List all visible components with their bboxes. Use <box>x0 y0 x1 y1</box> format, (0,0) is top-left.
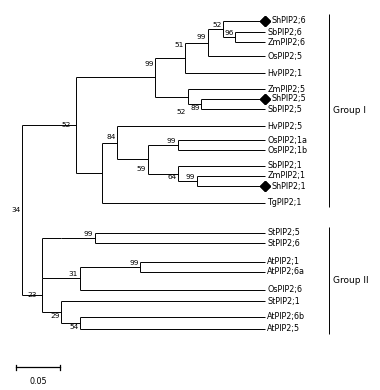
Text: TgPIP2;1: TgPIP2;1 <box>267 198 301 207</box>
Text: 23: 23 <box>27 292 36 298</box>
Text: SbPIP2;1: SbPIP2;1 <box>267 161 302 170</box>
Text: SbPIP2;5: SbPIP2;5 <box>267 105 302 113</box>
Text: 64: 64 <box>167 174 176 181</box>
Text: 52: 52 <box>212 22 222 28</box>
Text: 29: 29 <box>50 313 59 319</box>
Text: 99: 99 <box>197 34 206 40</box>
Text: StPIP2;6: StPIP2;6 <box>267 239 300 248</box>
Text: Group II: Group II <box>333 276 369 285</box>
Text: HvPIP2;5: HvPIP2;5 <box>267 122 302 131</box>
Text: 99: 99 <box>129 260 139 266</box>
Text: 89: 89 <box>190 105 200 111</box>
Text: 59: 59 <box>137 166 146 172</box>
Text: 99: 99 <box>186 174 195 180</box>
Text: OsPIP2;5: OsPIP2;5 <box>267 52 302 61</box>
Text: HvPIP2;1: HvPIP2;1 <box>267 69 302 78</box>
Text: StPIP2;5: StPIP2;5 <box>267 228 300 237</box>
Text: 51: 51 <box>174 42 184 48</box>
Text: AtPIP2;1: AtPIP2;1 <box>267 257 300 266</box>
Text: ZmPIP2;5: ZmPIP2;5 <box>267 85 305 94</box>
Text: ZmPIP2;1: ZmPIP2;1 <box>267 171 305 180</box>
Text: 52: 52 <box>61 122 70 128</box>
Text: 99: 99 <box>167 138 176 144</box>
Text: 84: 84 <box>107 134 116 140</box>
Text: 34: 34 <box>11 207 20 213</box>
Text: AtPIP2;6b: AtPIP2;6b <box>267 312 305 321</box>
Text: StPIP2;1: StPIP2;1 <box>267 297 300 306</box>
Text: OsPIP2;1b: OsPIP2;1b <box>267 146 307 155</box>
Text: 54: 54 <box>69 324 78 330</box>
Text: 99: 99 <box>144 61 154 67</box>
Text: OsPIP2;1a: OsPIP2;1a <box>267 136 307 145</box>
Text: ZmPIP2;6: ZmPIP2;6 <box>267 37 305 46</box>
Text: SbPIP2;6: SbPIP2;6 <box>267 28 302 37</box>
Text: 0.05: 0.05 <box>29 377 47 386</box>
Text: Group I: Group I <box>333 106 366 115</box>
Text: 52: 52 <box>177 109 186 115</box>
Text: 96: 96 <box>224 30 234 35</box>
Text: OsPIP2;6: OsPIP2;6 <box>267 285 302 294</box>
Text: AtPIP2;5: AtPIP2;5 <box>267 324 300 333</box>
Text: ShPIP2;6: ShPIP2;6 <box>272 16 306 25</box>
Text: 99: 99 <box>84 231 93 237</box>
Text: ShPIP2;1: ShPIP2;1 <box>272 182 306 191</box>
Text: 31: 31 <box>69 271 78 277</box>
Text: AtPIP2;6a: AtPIP2;6a <box>267 267 305 276</box>
Text: ShPIP2;5: ShPIP2;5 <box>272 94 306 103</box>
